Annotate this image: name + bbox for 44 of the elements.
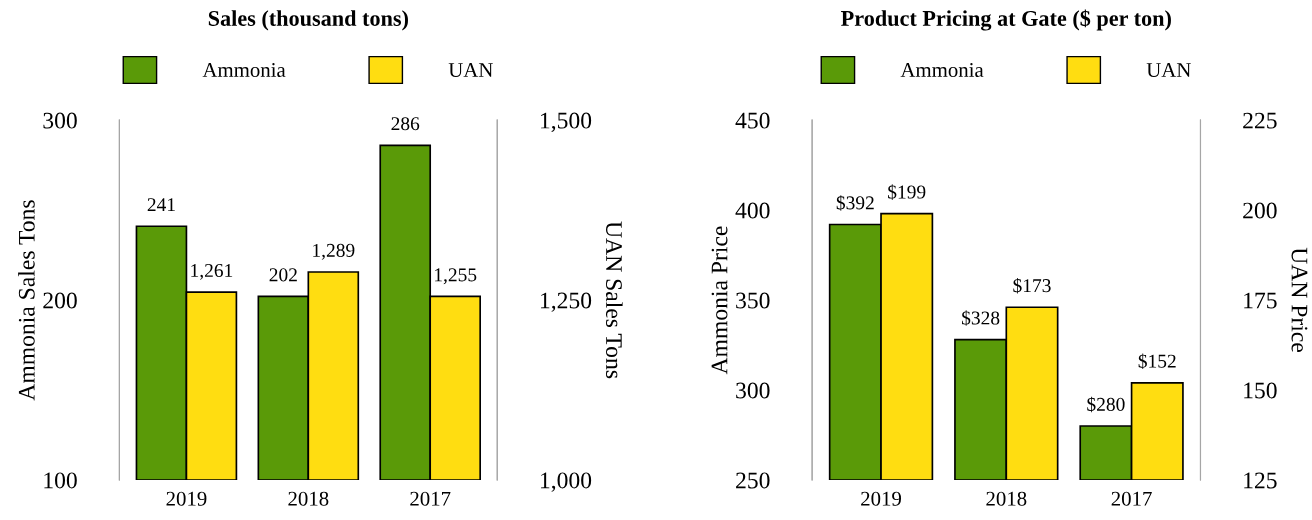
legend-label: Ammonia xyxy=(900,63,984,78)
y-tick-label: 450 xyxy=(735,112,770,129)
y-tick-label: 400 xyxy=(735,202,770,219)
y2-tick-label: 1,500 xyxy=(540,112,592,132)
y2-tick-label: 200 xyxy=(1243,202,1277,219)
legend-label: Ammonia xyxy=(202,63,286,78)
data-label: $199 xyxy=(888,184,926,200)
data-label: 241 xyxy=(147,198,175,212)
data-label: $280 xyxy=(1087,396,1125,413)
y2-tick-label: 1,000 xyxy=(540,472,592,492)
y2-tick-label: 150 xyxy=(1244,382,1277,399)
y2-tick-label: 175 xyxy=(1244,292,1277,309)
y-tick-label: 100 xyxy=(44,472,77,489)
y-tick-label: 300 xyxy=(43,112,77,129)
data-label: 202 xyxy=(269,268,297,282)
data-label: $152 xyxy=(1138,353,1176,370)
x-tick-label: 2019 xyxy=(166,491,207,506)
x-tick-label: 2018 xyxy=(288,491,329,506)
chart-title: Sales (thousand tons) xyxy=(208,10,408,31)
chart-title: Product Pricing at Gate ($ per ton) xyxy=(841,9,1171,31)
x-tick-label: 2019 xyxy=(861,491,902,506)
y2-axis-title: UAN Price xyxy=(1291,247,1308,353)
y2-tick-label: 225 xyxy=(1243,112,1277,129)
legend-label: UAN xyxy=(1146,63,1191,78)
y-tick-label: 350 xyxy=(736,292,770,309)
data-label: 1,255 xyxy=(435,268,477,285)
data-label: 1,289 xyxy=(313,243,355,260)
y2-axis-title: UAN Sales Tons xyxy=(605,221,623,379)
data-label: $392 xyxy=(836,195,874,211)
x-tick-label: 2017 xyxy=(410,491,451,506)
data-label: 1,261 xyxy=(191,264,233,280)
y-tick-label: 250 xyxy=(736,472,770,489)
x-tick-label: 2017 xyxy=(1111,491,1152,506)
data-label: $328 xyxy=(962,310,1000,326)
y-axis-title: Ammonia Price xyxy=(711,226,728,375)
y-axis-title: Ammonia Sales Tons xyxy=(18,200,35,401)
y2-tick-label: 1,250 xyxy=(540,292,592,312)
legend-label: UAN xyxy=(448,63,493,78)
data-label: $173 xyxy=(1013,277,1051,294)
data-label: 286 xyxy=(391,117,420,131)
y-tick-label: 200 xyxy=(43,292,77,309)
x-tick-label: 2018 xyxy=(986,491,1027,506)
y-tick-label: 300 xyxy=(736,382,770,399)
y2-tick-label: 125 xyxy=(1244,472,1277,489)
